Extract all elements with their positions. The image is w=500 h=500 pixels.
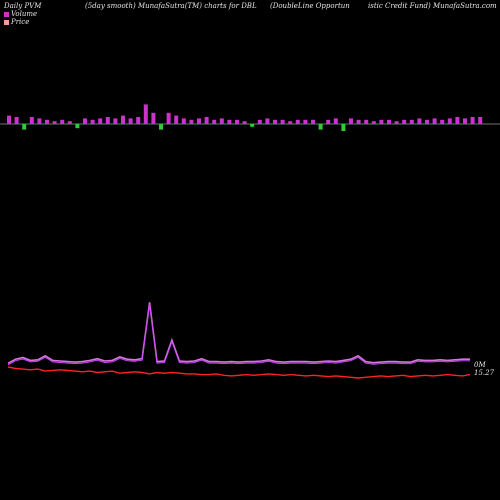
volume-bar — [219, 118, 224, 124]
volume-bar — [417, 118, 422, 124]
volume-bar — [29, 117, 34, 124]
volume-bar — [204, 117, 209, 124]
volume-bar — [432, 118, 437, 124]
volume-bar — [311, 119, 315, 124]
volume-bar — [295, 119, 300, 124]
volume-swatch — [4, 11, 9, 17]
price-swatch — [4, 19, 9, 25]
volume-bar — [75, 124, 80, 129]
volume-bar — [303, 119, 308, 124]
volume-bar — [425, 119, 429, 124]
volume-bar — [478, 117, 483, 124]
legend-price-label: Price — [11, 18, 30, 26]
volume-bar — [265, 118, 270, 124]
volume-line — [7, 303, 470, 366]
volume-bar — [197, 118, 201, 124]
volume-bar — [235, 119, 239, 124]
chart-title-right-b: istic Credit Fund) MunafaSutra.com — [368, 2, 497, 10]
volume-bar — [136, 117, 141, 124]
volume-bar — [356, 119, 361, 124]
chart-title-right-a: (DoubleLine Opportun — [270, 2, 350, 10]
volume-bar — [379, 119, 384, 124]
volume-bar — [470, 117, 475, 124]
volume-bar — [250, 124, 255, 127]
volume-bar — [333, 118, 338, 124]
volume-bar — [174, 115, 179, 124]
volume-bar — [37, 118, 42, 124]
volume-bar — [22, 124, 27, 130]
volume-bar — [371, 121, 376, 124]
volume-bar — [318, 124, 323, 130]
volume-bar — [387, 119, 391, 124]
volume-bar — [402, 119, 407, 124]
volume-bar — [45, 119, 49, 124]
volume-bar — [143, 104, 148, 124]
volume-bar — [121, 115, 125, 124]
volume-bar — [463, 118, 467, 124]
price-end-label: 15.27 — [474, 369, 495, 377]
volume-bar — [166, 112, 171, 124]
volume-bar — [151, 112, 156, 124]
volume-bar — [67, 121, 72, 124]
volume-bar — [14, 117, 19, 124]
volume-bar — [394, 121, 399, 124]
volume-bar — [227, 119, 232, 124]
legend-volume-label: Volume — [11, 10, 38, 18]
volume-bar — [212, 119, 217, 124]
volume-bar — [440, 119, 445, 124]
volume-bar — [98, 118, 103, 124]
chart-title: (5day smooth) MunafaSutra(TM) charts for… — [85, 2, 257, 10]
volume-bar — [242, 121, 247, 124]
volume-smooth-line — [7, 302, 470, 365]
volume-bar — [159, 124, 163, 130]
price-line — [7, 366, 471, 379]
volume-bar — [409, 119, 414, 124]
volume-bar — [189, 119, 194, 124]
legend-volume: Volume — [4, 10, 37, 18]
volume-bar — [447, 118, 452, 124]
volume-bar — [105, 117, 110, 124]
volume-bar — [280, 119, 285, 124]
volume-bar — [349, 118, 353, 124]
volume-bar — [60, 119, 65, 124]
volume-bar — [128, 118, 133, 124]
legend-price: Price — [4, 18, 29, 26]
volume-bar — [288, 121, 293, 124]
volume-bar — [181, 118, 186, 124]
volume-bar — [52, 121, 57, 124]
volume-bar — [90, 119, 95, 124]
volume-bar — [113, 118, 118, 124]
volume-bar — [257, 119, 262, 124]
volume-bar — [7, 115, 11, 124]
volume-end-label: 0M — [474, 361, 486, 369]
chart-title-left: Daily PVM — [4, 2, 42, 10]
volume-bar — [455, 117, 460, 124]
volume-bar — [326, 119, 331, 124]
volume-bar — [273, 119, 277, 124]
volume-bar — [364, 119, 369, 124]
volume-bar — [341, 124, 346, 131]
volume-bar — [83, 118, 87, 124]
